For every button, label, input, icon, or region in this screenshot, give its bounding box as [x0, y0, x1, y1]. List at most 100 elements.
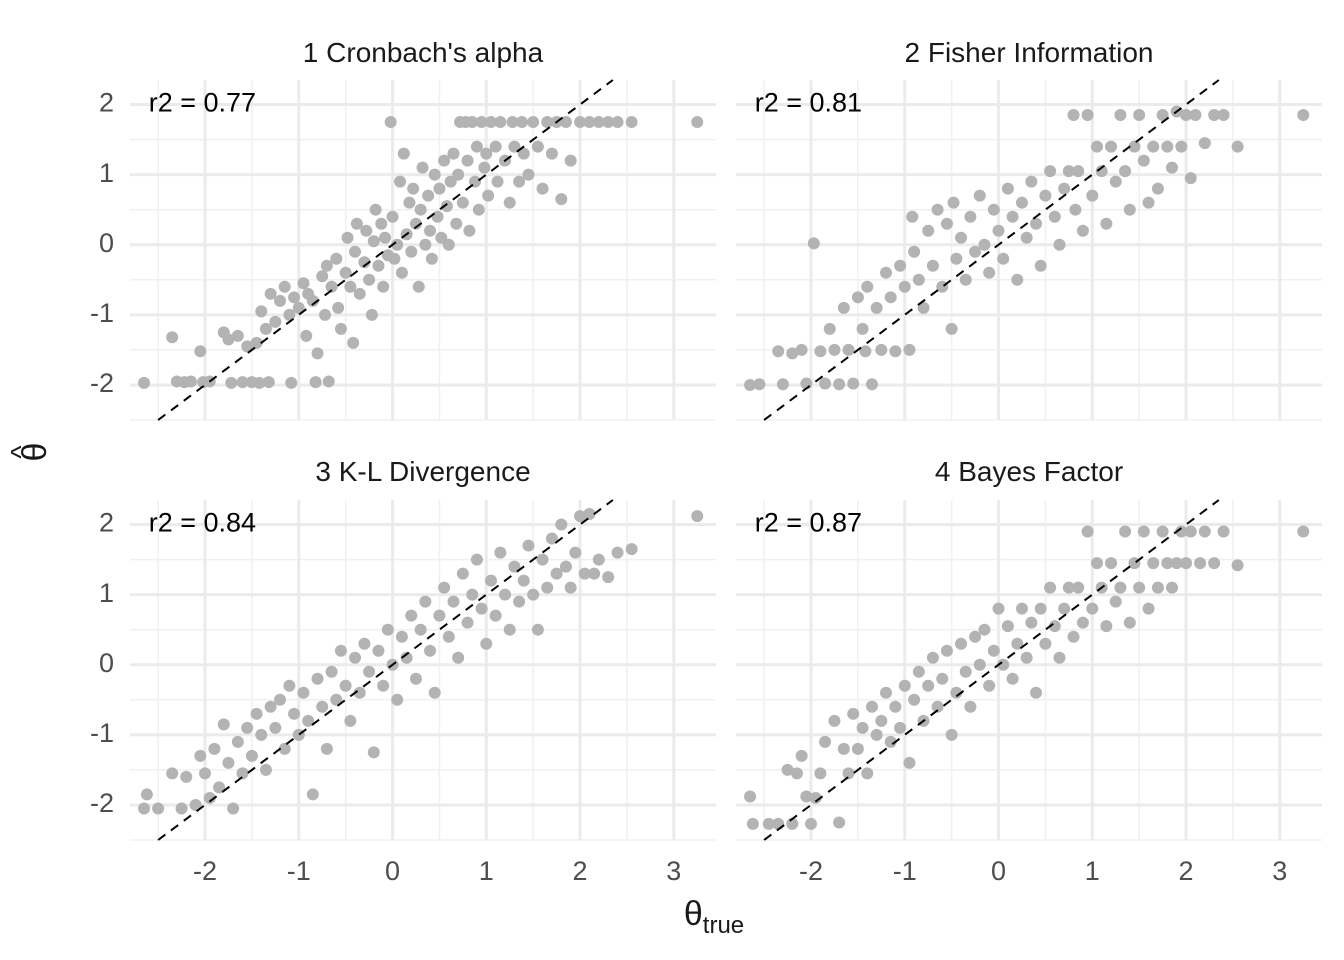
x-tick-label: 0 [385, 856, 400, 886]
data-point [894, 259, 907, 272]
y-axis-title-main: θ [16, 443, 54, 462]
y-tick-label: -2 [90, 788, 114, 818]
data-point [419, 595, 432, 608]
r2-annotation: r2 = 0.81 [755, 88, 862, 118]
data-point [262, 376, 275, 389]
data-point [470, 553, 483, 566]
data-point [405, 609, 418, 622]
data-point [746, 817, 759, 830]
r2-annotation: r2 = 0.87 [755, 508, 862, 538]
data-point [322, 375, 335, 388]
data-point [517, 574, 530, 587]
data-point [781, 763, 794, 776]
data-point [213, 781, 226, 794]
data-point [800, 790, 813, 803]
data-point [1189, 109, 1202, 122]
reference-line [157, 499, 614, 841]
data-point [1053, 651, 1066, 664]
data-point [753, 378, 766, 391]
data-point [203, 791, 216, 804]
x-tick-label: -2 [799, 856, 823, 886]
data-point [395, 630, 408, 643]
data-point [992, 602, 1005, 615]
data-point [1069, 203, 1082, 216]
data-point [339, 266, 352, 279]
data-point [325, 665, 338, 678]
x-axis-title-subscript: true [703, 912, 744, 939]
data-point [922, 224, 935, 237]
data-point [884, 735, 897, 748]
data-point [1048, 620, 1061, 633]
data-point [851, 291, 864, 304]
data-point [1180, 109, 1193, 122]
data-point [870, 301, 883, 314]
data-point [424, 224, 437, 237]
data-point [847, 377, 860, 390]
x-tick-label: 2 [573, 856, 588, 886]
data-point [409, 217, 422, 230]
data-point [334, 322, 347, 335]
data-point [1137, 154, 1150, 167]
data-point [973, 189, 986, 202]
data-point [1184, 525, 1197, 538]
data-point [940, 644, 953, 657]
data-point [461, 154, 474, 167]
data-point [297, 686, 310, 699]
data-point [926, 651, 939, 664]
data-point [334, 644, 347, 657]
panels-layer: 1 Cronbach's alpha r2 = 0.77 2 Fisher Info… [130, 37, 1322, 841]
data-point [1081, 109, 1094, 122]
data-point [545, 532, 558, 545]
data-point [407, 182, 420, 195]
data-point [578, 567, 591, 580]
data-point [983, 679, 996, 692]
y-tick-label: 0 [99, 648, 114, 678]
data-point [306, 294, 319, 307]
data-point [861, 280, 874, 293]
points-2 [744, 105, 1310, 391]
y-tick-label: 1 [99, 158, 114, 188]
data-point [889, 345, 902, 358]
data-point [950, 686, 963, 699]
data-point [425, 252, 438, 265]
panel-title: 4 Bayes Factor [935, 456, 1123, 487]
data-point [316, 270, 329, 283]
data-point [225, 376, 238, 389]
data-point [819, 377, 832, 390]
data-point [199, 767, 212, 780]
data-point [395, 266, 408, 279]
data-point [428, 168, 441, 181]
data-point [472, 203, 485, 216]
data-point [253, 376, 266, 389]
x-tick-label: 0 [991, 856, 1006, 886]
data-point [152, 802, 165, 815]
data-point [978, 238, 991, 251]
data-point [344, 714, 357, 727]
y-tick-label: -1 [90, 718, 114, 748]
data-point [227, 802, 240, 815]
data-point [776, 378, 789, 391]
data-point [311, 347, 324, 360]
data-point [955, 231, 968, 244]
data-point [814, 345, 827, 358]
data-point [1090, 140, 1103, 153]
data-point [1161, 140, 1174, 153]
data-point [1044, 581, 1057, 594]
data-point [1001, 182, 1014, 195]
data-point [508, 140, 521, 153]
data-point [274, 294, 287, 307]
data-point [320, 742, 333, 755]
panel-3: 3 K-L Divergence r2 = 0.84 [130, 456, 716, 841]
data-point [922, 679, 935, 692]
data-point [870, 728, 883, 741]
data-point [1198, 525, 1211, 538]
data-point [908, 693, 921, 706]
data-point [527, 116, 540, 129]
data-point [491, 175, 504, 188]
data-point [564, 581, 577, 594]
data-point [828, 343, 841, 356]
data-point [283, 679, 296, 692]
data-point [592, 553, 605, 566]
data-point [903, 756, 916, 769]
data-point [1001, 620, 1014, 633]
